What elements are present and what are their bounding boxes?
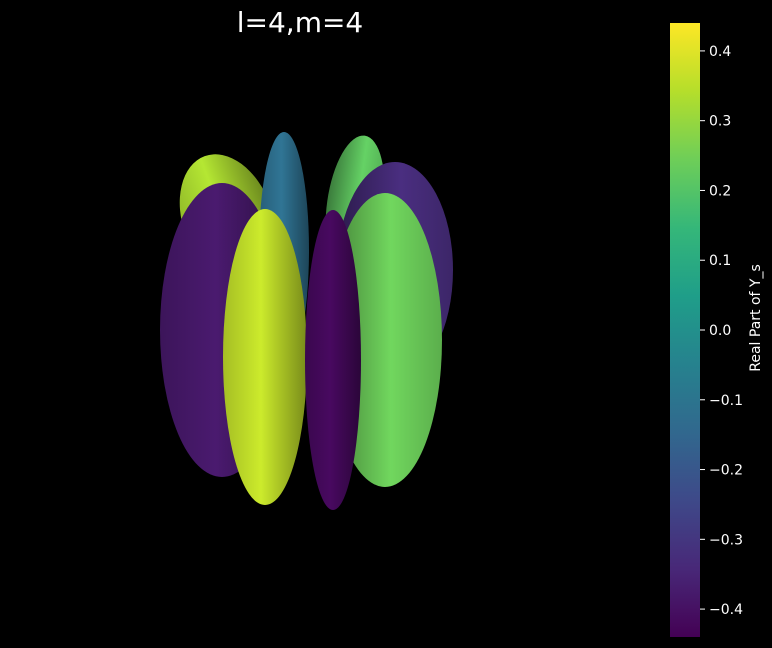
colorbar-tick-label: 0.0 bbox=[709, 323, 731, 339]
colorbar-tick-label: 0.1 bbox=[709, 253, 731, 269]
colorbar-label: Real Part of Y_s bbox=[748, 264, 764, 372]
surface-lobe bbox=[223, 209, 307, 505]
colorbar-ticks: 0.4 0.3 0.2 0.1 0.0 −0.1 −0.2 −0.3 −0.4 bbox=[700, 44, 743, 618]
colorbar-tick-label: 0.3 bbox=[709, 114, 731, 130]
surface-lobe bbox=[305, 210, 361, 510]
colorbar-tick-label: −0.2 bbox=[709, 463, 743, 479]
colorbar-gradient bbox=[670, 23, 700, 637]
spherical-harmonic-surface bbox=[160, 132, 453, 510]
colorbar-tick-label: −0.4 bbox=[709, 602, 743, 618]
chart-title: l=4,m=4 bbox=[237, 6, 364, 39]
colorbar: 0.4 0.3 0.2 0.1 0.0 −0.1 −0.2 −0.3 −0.4 Real Par… bbox=[670, 23, 764, 637]
colorbar-tick-label: 0.2 bbox=[709, 183, 731, 199]
colorbar-tick-label: 0.4 bbox=[709, 44, 731, 60]
colorbar-tick-label: −0.3 bbox=[709, 532, 743, 548]
colorbar-tick-label: −0.1 bbox=[709, 393, 743, 409]
